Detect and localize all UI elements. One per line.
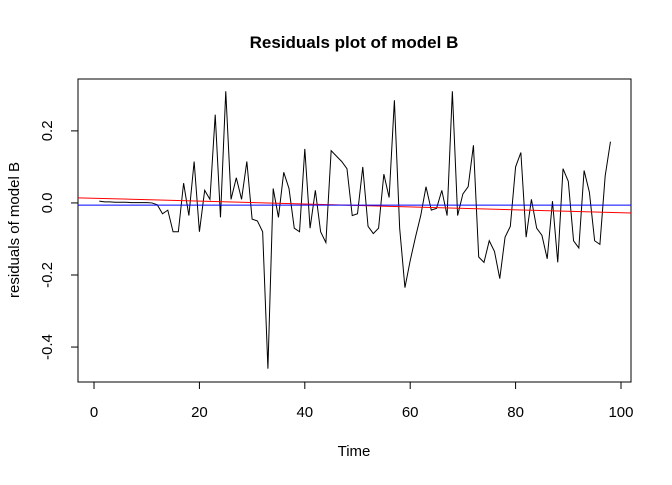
- y-axis-label: residuals of model B: [6, 162, 23, 298]
- x-tick-label: 80: [507, 404, 524, 421]
- y-tick-label: -0.4: [39, 334, 56, 360]
- y-tick-label: 0.2: [39, 120, 56, 141]
- y-tick-label: -0.2: [39, 262, 56, 288]
- x-tick-label: 60: [402, 404, 419, 421]
- x-tick-label: 0: [90, 404, 98, 421]
- x-tick-label: 100: [608, 404, 633, 421]
- x-tick-label: 20: [191, 404, 208, 421]
- y-tick-label: 0.0: [39, 193, 56, 214]
- x-tick-label: 40: [296, 404, 313, 421]
- x-axis-label: Time: [338, 443, 371, 460]
- chart-title: Residuals plot of model B: [250, 33, 459, 52]
- series-line: [99, 91, 611, 369]
